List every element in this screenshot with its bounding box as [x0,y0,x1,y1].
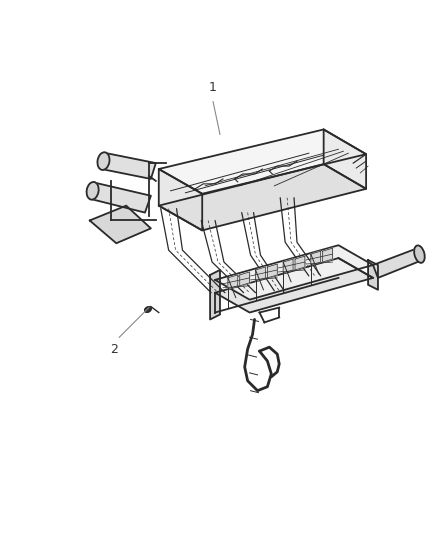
Polygon shape [283,259,293,273]
Polygon shape [90,206,151,243]
Text: 1: 1 [209,81,217,94]
Polygon shape [159,169,202,230]
Polygon shape [228,275,238,289]
Polygon shape [159,164,366,230]
Polygon shape [240,272,250,286]
Ellipse shape [414,245,425,263]
Polygon shape [159,130,366,194]
Polygon shape [373,248,422,278]
Polygon shape [311,251,321,265]
Ellipse shape [87,182,99,200]
Polygon shape [215,258,373,312]
Text: 2: 2 [110,343,118,356]
Polygon shape [324,130,366,189]
Polygon shape [323,248,332,262]
Polygon shape [267,264,277,278]
Polygon shape [102,153,156,179]
Polygon shape [295,256,305,270]
Polygon shape [368,260,378,290]
Polygon shape [210,270,220,319]
Polygon shape [215,245,373,300]
Ellipse shape [145,307,151,312]
Ellipse shape [97,152,110,170]
Polygon shape [90,183,151,213]
Polygon shape [255,267,265,281]
